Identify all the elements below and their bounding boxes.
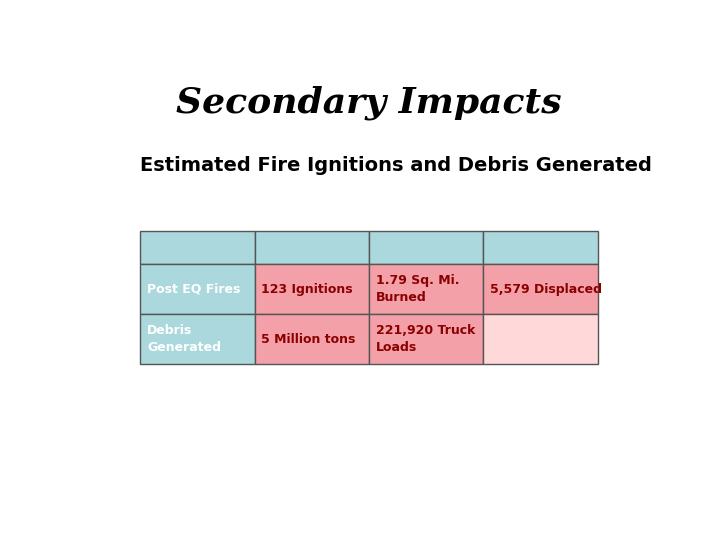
Bar — [483, 314, 598, 364]
Text: 123 Ignitions: 123 Ignitions — [261, 283, 353, 296]
Text: 221,920 Truck
Loads: 221,920 Truck Loads — [376, 324, 475, 354]
Bar — [483, 231, 598, 265]
Bar — [140, 265, 255, 314]
Text: 1.79 Sq. Mi.
Burned: 1.79 Sq. Mi. Burned — [376, 274, 459, 305]
Bar — [483, 265, 598, 314]
Bar — [255, 314, 369, 364]
Bar — [255, 231, 369, 265]
Bar — [140, 231, 255, 265]
Bar — [369, 231, 483, 265]
Bar — [255, 265, 369, 314]
Bar — [369, 265, 483, 314]
Text: Secondary Impacts: Secondary Impacts — [176, 85, 562, 120]
Text: 5,579 Displaced: 5,579 Displaced — [490, 283, 602, 296]
Text: Debris
Generated: Debris Generated — [147, 324, 221, 354]
Text: Estimated Fire Ignitions and Debris Generated: Estimated Fire Ignitions and Debris Gene… — [140, 156, 652, 176]
Bar — [369, 314, 483, 364]
Text: 5 Million tons: 5 Million tons — [261, 333, 356, 346]
Bar — [140, 314, 255, 364]
Text: Post EQ Fires: Post EQ Fires — [147, 283, 240, 296]
